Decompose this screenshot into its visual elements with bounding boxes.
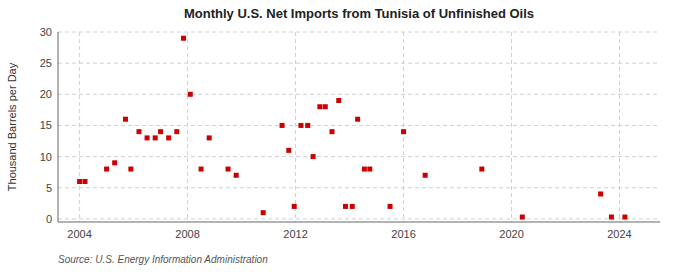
point xyxy=(298,123,303,128)
y-tick-label: 30 xyxy=(40,26,52,38)
x-tick-label: 2012 xyxy=(283,228,307,240)
grid-line xyxy=(511,32,512,222)
point xyxy=(520,215,525,220)
y-tick-label: 10 xyxy=(40,151,52,163)
x-axis-line xyxy=(58,222,660,223)
point xyxy=(199,167,204,172)
point xyxy=(234,173,239,178)
point xyxy=(362,167,367,172)
point xyxy=(181,36,186,41)
point xyxy=(367,167,372,172)
point xyxy=(207,135,212,140)
y-axis-label: Thousand Barrels per Day xyxy=(6,62,18,191)
grid-line xyxy=(58,187,660,188)
point xyxy=(388,204,393,209)
y-tick-label: 5 xyxy=(46,182,52,194)
grid xyxy=(58,32,660,222)
y-tick-label: 15 xyxy=(40,119,52,131)
grid-line xyxy=(58,94,660,95)
grid-line xyxy=(58,32,660,33)
y-axis-line xyxy=(58,32,59,222)
grid-line xyxy=(58,63,660,64)
point xyxy=(280,123,285,128)
grid-line xyxy=(403,32,404,222)
x-tick-label: 2004 xyxy=(67,228,91,240)
chart: Monthly U.S. Net Imports from Tunisia of… xyxy=(0,0,675,275)
point xyxy=(77,179,82,184)
point xyxy=(123,117,128,122)
y-tick-label: 0 xyxy=(46,213,52,225)
point xyxy=(128,167,133,172)
y-tick-label: 20 xyxy=(40,88,52,100)
point xyxy=(479,167,484,172)
point xyxy=(261,210,266,215)
grid-line xyxy=(58,125,660,126)
point xyxy=(82,179,87,184)
point xyxy=(104,167,109,172)
point xyxy=(355,117,360,122)
point xyxy=(423,173,428,178)
point xyxy=(166,135,171,140)
point xyxy=(609,215,614,220)
point xyxy=(112,160,117,165)
point xyxy=(323,104,328,109)
point xyxy=(174,129,179,134)
point xyxy=(153,135,158,140)
point xyxy=(598,191,603,196)
point xyxy=(336,98,341,103)
y-tick-label: 25 xyxy=(40,57,52,69)
point xyxy=(226,167,231,172)
point xyxy=(158,129,163,134)
x-tick-label: 2020 xyxy=(499,228,523,240)
x-tick-label: 2008 xyxy=(175,228,199,240)
point xyxy=(343,204,348,209)
point xyxy=(401,129,406,134)
grid-line xyxy=(619,32,620,222)
point xyxy=(350,204,355,209)
grid-line xyxy=(58,218,660,219)
point xyxy=(311,154,316,159)
point xyxy=(305,123,310,128)
x-tick-label: 2016 xyxy=(391,228,415,240)
title: Monthly U.S. Net Imports from Tunisia of… xyxy=(184,6,534,21)
point xyxy=(136,129,141,134)
grid-line xyxy=(295,32,296,222)
point xyxy=(286,148,291,153)
point xyxy=(292,204,297,209)
point xyxy=(317,104,322,109)
source-note: Source: U.S. Energy Information Administ… xyxy=(58,254,268,265)
point xyxy=(145,135,150,140)
grid-line xyxy=(79,32,80,222)
point xyxy=(330,129,335,134)
grid-line xyxy=(187,32,188,222)
point xyxy=(622,215,627,220)
grid-line xyxy=(58,156,660,157)
x-tick-label: 2024 xyxy=(607,228,631,240)
points xyxy=(77,36,627,220)
point xyxy=(188,92,193,97)
